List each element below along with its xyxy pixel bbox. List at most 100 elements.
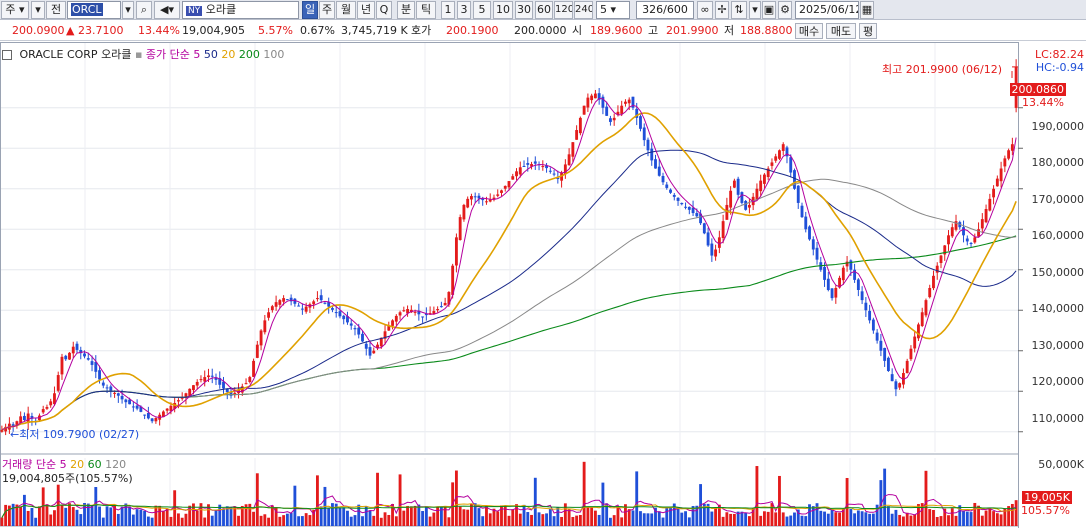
period-minute[interactable]: 분 [397,1,415,19]
volume-bar [214,510,218,526]
candle-body [841,267,845,281]
interval-1[interactable]: 1 [441,1,455,19]
high-annotation: 최고 201.9900 (06/12) [882,63,1003,76]
data-count-field[interactable]: 326/600 [636,1,694,19]
candle-body [646,139,650,151]
candle-body [26,413,30,423]
interval-240[interactable]: 240 [574,1,593,19]
candle-body [150,418,154,422]
volume-bar [661,517,665,526]
candle-body [312,301,316,305]
candle-body [473,196,477,198]
volume-bar [319,506,323,526]
candle-body [913,336,917,349]
candle-body [969,243,973,245]
candle-body [710,243,714,256]
candle-body [950,227,954,237]
volume-pct-tag: 105.57% [1021,504,1070,517]
bid-price: 200.1900 [446,24,499,37]
buy-button[interactable]: 매수 [795,23,823,39]
candle-body [980,219,984,229]
average-button[interactable]: 평 [859,23,877,39]
interval-3[interactable]: 3 [457,1,471,19]
volume-bar [763,511,766,526]
symbol-dropdown-icon[interactable]: ▾ [122,1,134,19]
volume-bar [785,516,789,526]
scroll-icon[interactable]: ⇅ [731,1,747,19]
volume-bar [300,516,304,526]
volume-bar [571,516,575,526]
period-week[interactable]: 주 [319,1,335,19]
date-field[interactable]: 2025/06/12 [795,1,859,19]
calendar-icon[interactable]: ▦ [860,1,874,19]
interval-30[interactable]: 30 [515,1,533,19]
candle-body [120,395,124,400]
candle-body [131,406,135,408]
candle-body [620,105,624,114]
candle-body [999,168,1003,182]
search-icon[interactable]: ⌕ [136,1,152,19]
speaker-icon[interactable]: ◀▾ [154,1,180,19]
volume-bar [856,510,860,526]
price-volume-chart[interactable] [0,42,1086,528]
dropdown-arrow-icon[interactable]: ▾ [31,1,45,19]
candle-body [349,323,353,326]
period-tick[interactable]: 틱 [416,1,436,19]
volume-bar [928,509,932,526]
candle-body [672,194,676,197]
candle-body [218,378,222,385]
volume-bar [98,506,101,526]
gear-icon[interactable]: ⚙ [778,1,792,19]
interval-5[interactable]: 5 [473,1,491,19]
candle-body [1007,150,1011,159]
volume-bar [485,505,488,526]
price-change: ▲ 23.7100 [66,24,124,37]
candle-body [541,166,545,168]
interval-input[interactable]: 5 ▾ [596,1,630,19]
candle-body [864,302,868,311]
volume-bar [932,509,935,526]
symbol-input[interactable]: ORCL [67,1,121,19]
candle-body [699,213,703,224]
grid-toggle-icon[interactable] [2,50,12,60]
prev-symbol-button[interactable]: 전 [46,1,66,19]
candle-body [364,343,368,349]
infinity-icon[interactable]: ∞ [697,1,713,19]
volume-bar [165,508,169,526]
volume-bar [567,509,571,526]
period-year[interactable]: 년 [357,1,375,19]
candle-body [533,161,537,164]
candle-body [793,170,796,189]
period-day[interactable]: 일 [302,1,318,19]
candle-body [387,325,391,331]
volume-bar [402,510,406,526]
volume-bar [1010,503,1014,526]
candle-body [56,375,60,391]
settings-dropdown-icon[interactable]: ▾ [749,1,761,19]
candle-body [255,344,259,358]
volume-bar [687,517,691,526]
volume-bar [357,504,361,526]
candle-body [898,383,902,388]
period-quarter[interactable]: Q [376,1,392,19]
market-select[interactable]: 주 ▾ [1,1,29,19]
chart-toolbar: 주 ▾ ▾ 전 ORCL ▾ ⌕ ◀▾ NY 오라클 일 주 월 년 Q 분 틱… [0,0,1086,20]
interval-10[interactable]: 10 [493,1,513,19]
volume-bar [950,508,954,526]
interval-120[interactable]: 120 [554,1,573,19]
period-month[interactable]: 월 [336,1,356,19]
volume-bar [500,505,503,526]
volume-bar [278,516,282,526]
candle-body [278,300,282,305]
volume-bar [845,477,849,526]
candle-body [826,278,830,290]
interval-60[interactable]: 60 [535,1,553,19]
save-icon[interactable]: ▣ [762,1,776,19]
sell-button[interactable]: 매도 [826,23,856,39]
crosshair-icon[interactable]: ✢ [715,1,729,19]
volume-bar [676,507,680,526]
candle-body [195,381,199,386]
volume-bar [173,490,177,526]
y-tick-190: 190,0000 [1031,120,1085,133]
y-tick-120: 120,0000 [1031,375,1085,388]
